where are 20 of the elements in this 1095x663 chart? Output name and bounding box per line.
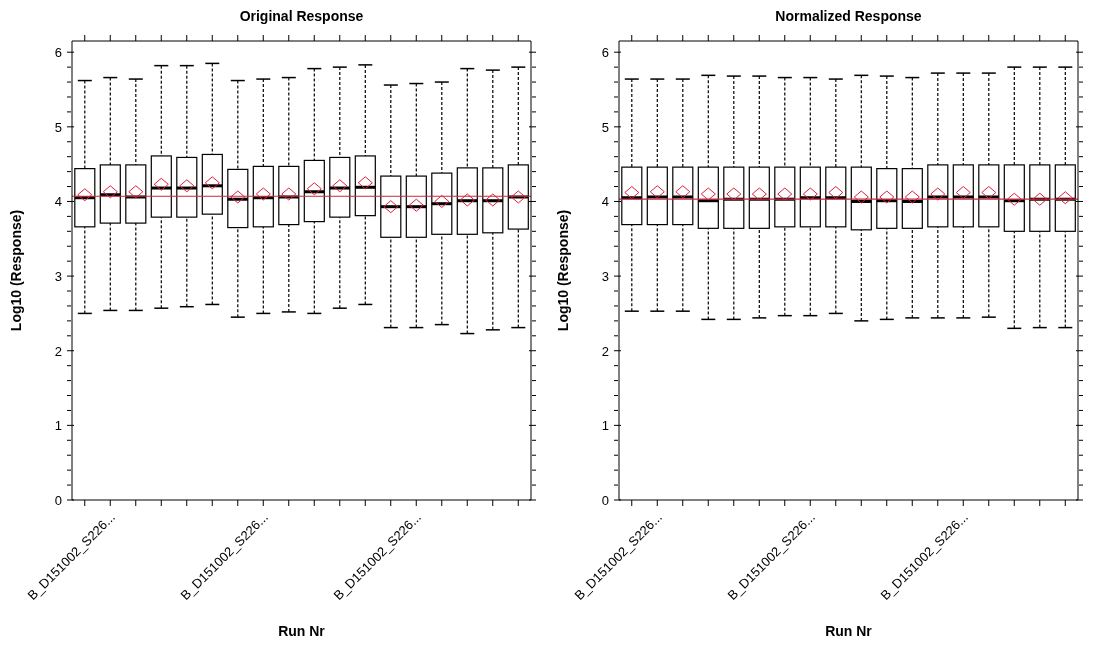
- y-tick-label: 3: [54, 269, 62, 285]
- y-tick-label: 0: [601, 493, 609, 508]
- chart-title: Normalized Response: [774, 8, 923, 26]
- y-tick-label: 5: [601, 119, 609, 135]
- x-axis-title: Run Nr: [278, 623, 326, 639]
- y-tick-label: 1: [601, 418, 609, 434]
- y-tick-label: 6: [54, 45, 62, 61]
- y-tick-label: 5: [54, 119, 62, 135]
- y-tick-label: 0: [54, 493, 62, 508]
- y-axis-title: Log10 (Response): [554, 209, 571, 332]
- y-tick-label: 6: [601, 45, 609, 61]
- y-tick-label: 1: [54, 418, 62, 434]
- y-axis-title: Log10 (Response): [7, 209, 24, 332]
- y-tick-label: 3: [601, 269, 609, 285]
- x-axis-title: Run Nr: [825, 623, 873, 639]
- y-tick-label: 2: [601, 343, 609, 359]
- y-tick-label: 4: [601, 194, 609, 210]
- y-tick-label: 4: [54, 194, 62, 210]
- chart-title: Original Response: [238, 8, 365, 26]
- y-tick-label: 2: [54, 343, 62, 359]
